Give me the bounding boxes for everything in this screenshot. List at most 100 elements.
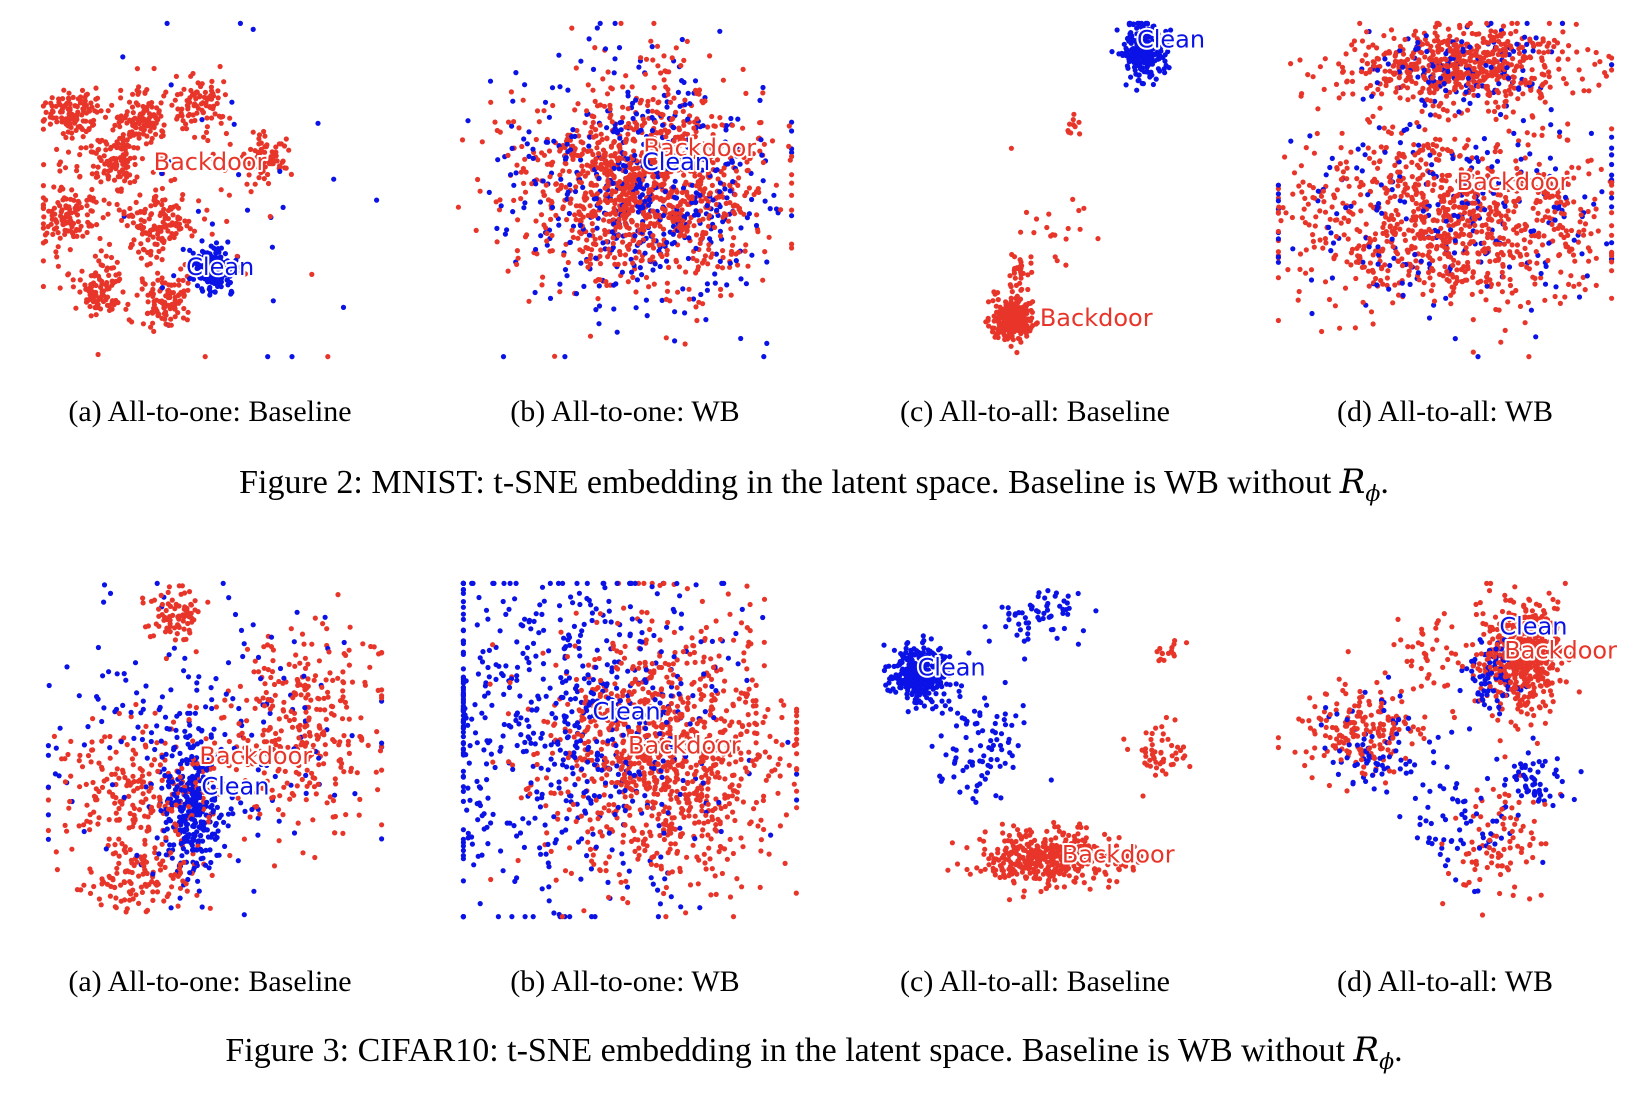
backdoor-point	[1437, 137, 1443, 143]
backdoor-point	[1295, 297, 1301, 303]
clean-point	[685, 144, 691, 150]
clean-point	[1355, 146, 1361, 152]
clean-point	[1553, 284, 1559, 290]
backdoor-point	[196, 198, 202, 204]
backdoor-point	[181, 305, 187, 312]
backdoor-point	[1443, 93, 1450, 99]
clean-point	[521, 136, 527, 142]
backdoor-point	[288, 171, 294, 177]
backdoor-point	[1472, 59, 1478, 65]
backdoor-point	[494, 239, 500, 245]
backdoor-point	[611, 255, 618, 261]
backdoor-point	[1342, 285, 1349, 291]
backdoor-point	[1345, 236, 1351, 242]
backdoor-point	[1372, 231, 1379, 237]
backdoor-point	[664, 288, 671, 294]
backdoor-point	[261, 176, 267, 182]
backdoor-point	[102, 114, 109, 120]
backdoor-point	[1566, 43, 1572, 49]
backdoor-point	[660, 226, 667, 232]
backdoor-point	[1354, 176, 1360, 182]
backdoor-point	[1480, 39, 1486, 45]
clean-point	[1494, 158, 1501, 164]
backdoor-point	[1585, 208, 1591, 215]
backdoor-point	[1420, 147, 1426, 153]
clean-point	[159, 285, 165, 291]
backdoor-point	[687, 168, 694, 174]
backdoor-point	[702, 98, 708, 104]
backdoor-point	[172, 97, 178, 103]
backdoor-point	[216, 113, 222, 119]
backdoor-point	[136, 115, 142, 121]
backdoor-point	[132, 115, 138, 121]
backdoor-point	[86, 126, 92, 132]
clean-point	[224, 258, 231, 264]
backdoor-point	[627, 161, 633, 167]
clean-point	[1136, 72, 1142, 78]
backdoor-point	[1384, 275, 1390, 281]
backdoor-point	[697, 172, 703, 178]
clean-point	[1459, 200, 1465, 206]
backdoor-point	[595, 296, 601, 302]
backdoor-point	[691, 125, 697, 131]
backdoor-point	[130, 220, 136, 226]
clean-point	[694, 159, 700, 166]
backdoor-point	[1475, 213, 1481, 219]
backdoor-point	[667, 154, 673, 160]
backdoor-point	[215, 95, 221, 101]
backdoor-point	[576, 133, 582, 139]
backdoor-point	[735, 182, 741, 188]
clean-point	[623, 168, 629, 175]
backdoor-point	[675, 217, 681, 223]
backdoor-point	[496, 207, 503, 213]
backdoor-point	[650, 233, 656, 239]
clean-point	[580, 184, 586, 190]
backdoor-point	[533, 136, 539, 143]
backdoor-point	[268, 154, 274, 160]
backdoor-point	[720, 254, 726, 261]
clean-point	[1374, 80, 1380, 86]
clean-point	[728, 115, 734, 122]
clean-point	[642, 250, 648, 256]
backdoor-point	[1476, 31, 1482, 37]
backdoor-point	[130, 110, 136, 116]
backdoor-point	[580, 249, 586, 255]
backdoor-point	[661, 77, 667, 83]
backdoor-point	[158, 100, 164, 106]
backdoor-point	[1011, 254, 1018, 260]
clean-point	[578, 260, 584, 266]
backdoor-point	[524, 232, 530, 238]
backdoor-point	[1024, 318, 1030, 324]
backdoor-point	[1371, 160, 1377, 166]
backdoor-point	[652, 159, 658, 165]
backdoor-point	[146, 216, 152, 222]
backdoor-point	[1609, 210, 1615, 216]
backdoor-point	[1507, 276, 1513, 283]
backdoor-point	[712, 123, 718, 129]
clean-point	[1125, 65, 1131, 71]
backdoor-point	[986, 323, 992, 329]
backdoor-point	[626, 189, 632, 196]
backdoor-point	[1505, 186, 1511, 193]
backdoor-point	[1384, 238, 1390, 244]
clean-point	[509, 145, 515, 151]
clean-point	[213, 263, 220, 269]
backdoor-point	[665, 91, 671, 97]
backdoor-point	[744, 159, 750, 165]
clean-point	[789, 213, 795, 219]
backdoor-point	[620, 84, 626, 90]
backdoor-point	[53, 225, 60, 231]
backdoor-point	[682, 131, 688, 137]
backdoor-point	[166, 287, 172, 293]
backdoor-point	[1416, 182, 1422, 188]
backdoor-point	[1387, 195, 1393, 201]
backdoor-point	[1318, 193, 1325, 199]
clean-point	[1418, 258, 1424, 264]
backdoor-point	[511, 119, 517, 125]
backdoor-point	[113, 166, 119, 172]
backdoor-point	[1017, 296, 1024, 302]
clean-point	[1360, 259, 1366, 265]
backdoor-point	[648, 155, 654, 161]
clean-point	[654, 169, 660, 175]
backdoor-point	[624, 243, 630, 249]
